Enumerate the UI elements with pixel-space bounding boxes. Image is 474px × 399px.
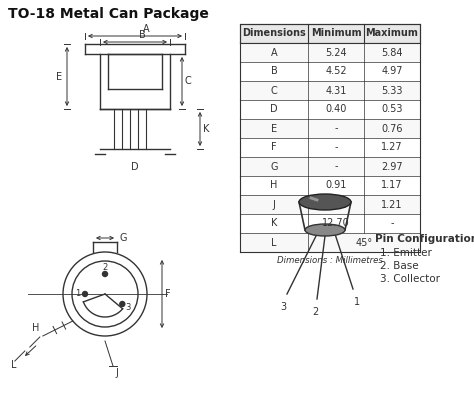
Bar [240, 24, 420, 43]
Text: J: J [273, 200, 275, 209]
Text: -: - [334, 142, 338, 152]
Text: 0.53: 0.53 [381, 105, 403, 115]
Bar [240, 214, 420, 233]
Bar [240, 119, 420, 138]
Text: 2.97: 2.97 [381, 162, 403, 172]
Ellipse shape [305, 224, 345, 236]
Text: A: A [271, 47, 277, 57]
Bar [240, 233, 420, 252]
Text: L: L [11, 360, 17, 370]
Bar [240, 176, 420, 195]
Text: 5.24: 5.24 [325, 47, 347, 57]
Text: 1. Emitter: 1. Emitter [380, 248, 432, 258]
Circle shape [120, 302, 125, 306]
Text: E: E [271, 124, 277, 134]
Text: 2: 2 [312, 307, 318, 317]
Text: 4.97: 4.97 [381, 67, 403, 77]
Text: 1.27: 1.27 [381, 142, 403, 152]
Text: 45°: 45° [356, 237, 373, 247]
Text: Maximum: Maximum [365, 28, 419, 38]
Text: 5.33: 5.33 [381, 85, 403, 95]
Text: 5.84: 5.84 [381, 47, 403, 57]
Text: 3: 3 [280, 302, 286, 312]
Bar [240, 195, 420, 214]
Text: A: A [143, 24, 150, 34]
Text: Dimensions : Millimetres: Dimensions : Millimetres [277, 256, 383, 265]
Text: 0.40: 0.40 [325, 105, 346, 115]
Text: J: J [115, 368, 118, 378]
Text: 3: 3 [126, 303, 131, 312]
Text: K: K [271, 219, 277, 229]
Text: -: - [334, 162, 338, 172]
Text: 2: 2 [102, 263, 108, 271]
Text: D: D [270, 105, 278, 115]
Bar [240, 81, 420, 100]
Text: -: - [334, 124, 338, 134]
Circle shape [102, 271, 108, 277]
Text: B: B [139, 30, 146, 40]
Text: 0.71: 0.71 [325, 200, 347, 209]
Text: L: L [271, 237, 277, 247]
Bar [240, 43, 420, 62]
Text: 0.76: 0.76 [381, 124, 403, 134]
Text: G: G [270, 162, 278, 172]
Text: H: H [32, 323, 40, 333]
Text: 4.52: 4.52 [325, 67, 347, 77]
Circle shape [82, 292, 88, 296]
Text: 1: 1 [75, 290, 81, 298]
Text: 3. Collector: 3. Collector [380, 274, 440, 284]
Bar [240, 62, 420, 81]
Text: 0.91: 0.91 [325, 180, 346, 190]
Text: 1.21: 1.21 [381, 200, 403, 209]
Text: G: G [120, 233, 128, 243]
Bar [240, 157, 420, 176]
Text: F: F [271, 142, 277, 152]
Bar [240, 138, 420, 157]
Text: 2. Base: 2. Base [380, 261, 419, 271]
Text: TO-18 Metal Can Package: TO-18 Metal Can Package [8, 7, 209, 21]
Text: 4.31: 4.31 [325, 85, 346, 95]
Text: D: D [131, 162, 139, 172]
Text: E: E [56, 71, 62, 81]
Text: K: K [203, 124, 210, 134]
Text: 12.70: 12.70 [322, 219, 350, 229]
Text: -: - [390, 219, 394, 229]
Text: Minimum: Minimum [310, 28, 361, 38]
Text: C: C [271, 85, 277, 95]
Text: B: B [271, 67, 277, 77]
Ellipse shape [299, 194, 351, 210]
Text: H: H [270, 180, 278, 190]
Text: 1: 1 [354, 297, 360, 307]
Bar [240, 100, 420, 119]
Text: Pin Configuration:: Pin Configuration: [375, 234, 474, 244]
Text: 1.17: 1.17 [381, 180, 403, 190]
Text: C: C [185, 77, 192, 87]
Text: F: F [165, 289, 171, 299]
Text: Dimensions: Dimensions [242, 28, 306, 38]
